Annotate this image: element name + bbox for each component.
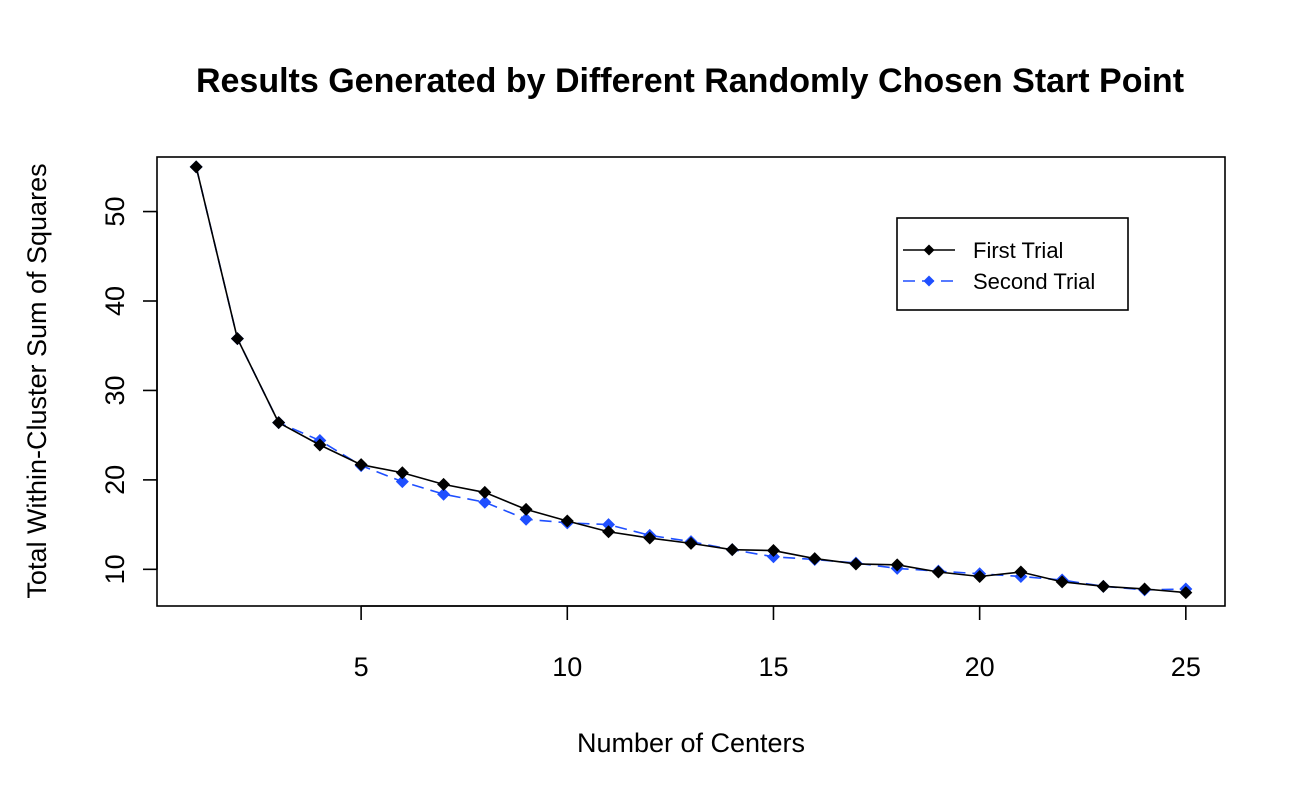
data-point-first-trial: [684, 536, 698, 550]
data-point-first-trial: [808, 552, 822, 566]
data-point-first-trial: [189, 160, 203, 174]
x-tick-label: 25: [1171, 652, 1201, 682]
data-point-first-trial: [931, 565, 945, 579]
data-point-first-trial: [272, 416, 286, 430]
y-tick-label: 20: [100, 465, 130, 495]
legend-box: [896, 217, 1129, 311]
data-point-first-trial: [478, 485, 492, 499]
data-point-first-trial: [1055, 575, 1069, 589]
y-tick-label: 30: [100, 375, 130, 405]
data-point-first-trial: [1096, 579, 1110, 593]
legend-swatch-second-trial-marker: [923, 275, 935, 287]
data-point-first-trial: [1138, 582, 1152, 596]
data-point-first-trial: [890, 558, 904, 572]
y-tick-label: 10: [100, 554, 130, 584]
data-point-first-trial: [973, 569, 987, 583]
chart-title: Results Generated by Different Randomly …: [196, 62, 1184, 100]
series-layer: [189, 160, 1193, 600]
y-tick-label: 40: [100, 286, 130, 316]
data-point-first-trial: [766, 544, 780, 558]
legend: First Trial Second Trial: [896, 217, 1129, 311]
x-tick-label: 5: [354, 652, 369, 682]
x-axis-label: Number of Centers: [577, 728, 805, 758]
data-point-first-trial: [1179, 586, 1193, 600]
data-point-second-trial: [395, 475, 409, 489]
data-point-first-trial: [725, 543, 739, 557]
y-tick-label: 50: [100, 197, 130, 227]
x-tick-label: 10: [552, 652, 582, 682]
y-axis-label: Total Within-Cluster Sum of Squares: [22, 163, 52, 598]
data-point-second-trial: [478, 495, 492, 509]
data-point-first-trial: [643, 531, 657, 545]
y-axis: 10 20 30 40 50: [100, 197, 158, 584]
legend-swatch-first-trial-marker: [923, 244, 935, 256]
data-point-first-trial: [313, 438, 327, 452]
data-point-first-trial: [849, 557, 863, 571]
data-point-second-trial: [519, 512, 533, 526]
data-point-first-trial: [1014, 565, 1028, 579]
x-tick-label: 15: [758, 652, 788, 682]
data-point-second-trial: [602, 518, 616, 532]
data-point-first-trial: [560, 514, 574, 528]
data-point-first-trial: [437, 477, 451, 491]
legend-label-second-trial: Second Trial: [973, 269, 1095, 294]
x-axis: 5 10 15 20 25: [354, 605, 1201, 682]
data-point-first-trial: [395, 466, 409, 480]
legend-label-first-trial: First Trial: [973, 238, 1063, 263]
data-point-first-trial: [602, 525, 616, 539]
data-point-first-trial: [230, 332, 244, 346]
data-point-first-trial: [354, 458, 368, 472]
data-point-first-trial: [519, 502, 533, 516]
x-tick-label: 20: [965, 652, 995, 682]
data-point-second-trial: [437, 487, 451, 501]
